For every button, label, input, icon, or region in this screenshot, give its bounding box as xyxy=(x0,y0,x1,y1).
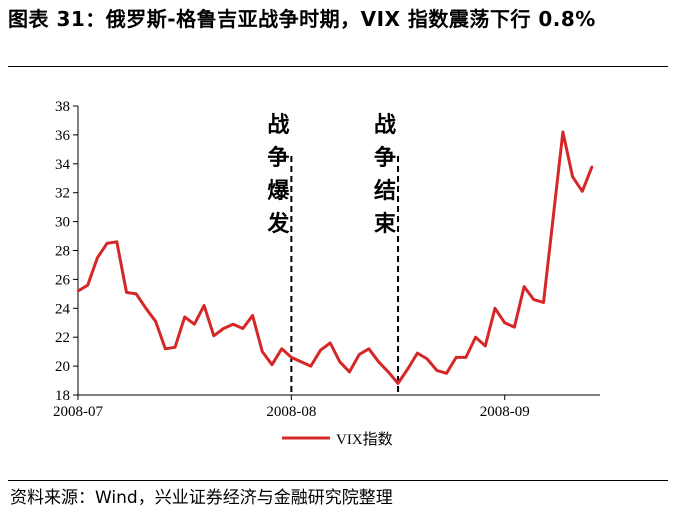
data-point xyxy=(115,240,118,244)
data-point xyxy=(241,327,245,330)
y-tick: 18 xyxy=(55,388,78,404)
x-tick: 2008-07 xyxy=(53,395,103,420)
data-point xyxy=(299,360,303,363)
data-point xyxy=(532,298,536,301)
x-tick-label: 2008-09 xyxy=(480,404,530,420)
data-point xyxy=(590,165,594,168)
y-tick-label: 24 xyxy=(55,301,71,317)
data-point xyxy=(396,382,400,385)
data-point xyxy=(270,363,274,366)
y-tick: 34 xyxy=(55,157,78,173)
y-tick: 32 xyxy=(55,186,78,202)
x-tick: 2008-09 xyxy=(480,395,530,420)
y-tick-label: 26 xyxy=(55,272,71,288)
data-point xyxy=(581,190,584,193)
x-tick-label: 2008-07 xyxy=(53,404,103,420)
y-tick: 36 xyxy=(55,128,78,144)
data-point xyxy=(484,344,487,348)
bottom-divider xyxy=(8,480,668,481)
data-point xyxy=(513,325,516,329)
data-point xyxy=(154,320,157,323)
data-point xyxy=(493,307,497,310)
y-tick-label: 30 xyxy=(55,215,70,231)
y-tick: 28 xyxy=(55,244,78,260)
y-tick-label: 38 xyxy=(55,99,70,115)
data-point xyxy=(76,289,80,293)
data-point xyxy=(319,349,322,352)
top-divider xyxy=(8,66,668,67)
data-point xyxy=(522,285,526,288)
data-point xyxy=(193,322,196,326)
data-point xyxy=(173,346,177,349)
data-point xyxy=(435,369,439,372)
data-point xyxy=(387,370,390,374)
y-tick: 20 xyxy=(55,359,78,375)
data-point xyxy=(561,130,565,134)
data-point xyxy=(328,341,332,345)
data-point xyxy=(455,356,458,359)
data-point xyxy=(96,256,99,259)
y-tick-label: 32 xyxy=(55,186,70,202)
data-point xyxy=(144,307,148,310)
data-point xyxy=(125,291,128,294)
data-point xyxy=(86,283,89,287)
y-tick-label: 22 xyxy=(55,330,70,346)
y-tick-label: 28 xyxy=(55,244,70,260)
data-point xyxy=(212,334,215,337)
vix-line-chart: 18 20 22 24 26 28 30 32 34 36 38 2008-07 2008-08 2008… xyxy=(53,99,600,448)
y-tick: 38 xyxy=(55,99,78,115)
x-tick-label: 2008-08 xyxy=(266,404,316,420)
y-tick: 22 xyxy=(55,330,78,346)
legend-label: VIX指数 xyxy=(336,431,393,448)
source-note: 资料来源：Wind，兴业证券经济与金融研究院整理 xyxy=(10,488,393,508)
data-point xyxy=(231,322,235,326)
annotation-label: 战争结束 xyxy=(374,113,397,237)
data-point xyxy=(542,301,545,304)
series-line xyxy=(77,130,594,385)
data-point xyxy=(474,336,477,339)
data-point xyxy=(571,175,574,179)
data-point xyxy=(425,357,429,361)
data-point xyxy=(280,347,283,350)
data-point xyxy=(552,216,555,219)
annotation-label: 战争爆发 xyxy=(266,113,290,237)
data-point xyxy=(105,242,109,245)
chart-series xyxy=(76,130,594,385)
data-point xyxy=(416,351,419,355)
data-point xyxy=(202,304,206,307)
data-point xyxy=(183,315,186,319)
data-point xyxy=(251,314,254,317)
chart-annotations: 战争爆发 战争结束 xyxy=(266,113,400,395)
y-tick-label: 18 xyxy=(55,388,70,404)
data-point xyxy=(261,350,264,353)
y-tick-label: 36 xyxy=(55,128,71,144)
data-point xyxy=(503,321,506,324)
data-point xyxy=(445,372,448,375)
y-tick: 26 xyxy=(55,272,78,288)
data-point xyxy=(290,356,293,359)
y-tick-label: 20 xyxy=(55,359,70,375)
data-point xyxy=(358,353,361,356)
x-tick: 2008-08 xyxy=(266,395,316,420)
chart-legend: VIX指数 xyxy=(282,431,393,448)
y-tick: 24 xyxy=(55,301,78,317)
data-point xyxy=(309,364,312,368)
data-point xyxy=(377,360,380,363)
data-point xyxy=(164,347,167,350)
data-point xyxy=(348,370,351,374)
data-point xyxy=(134,292,138,296)
data-point xyxy=(367,347,371,350)
data-point xyxy=(222,327,225,330)
y-tick-label: 34 xyxy=(55,157,71,173)
data-point xyxy=(338,360,342,363)
chart-title: 图表 31：俄罗斯-格鲁吉亚战争时期，VIX 指数震荡下行 0.8% xyxy=(8,7,596,31)
y-tick: 30 xyxy=(55,215,78,231)
data-point xyxy=(464,356,468,359)
data-point xyxy=(406,367,409,371)
chart-axes: 18 20 22 24 26 28 30 32 34 36 38 2008-07 2008-08 2008… xyxy=(53,99,600,420)
